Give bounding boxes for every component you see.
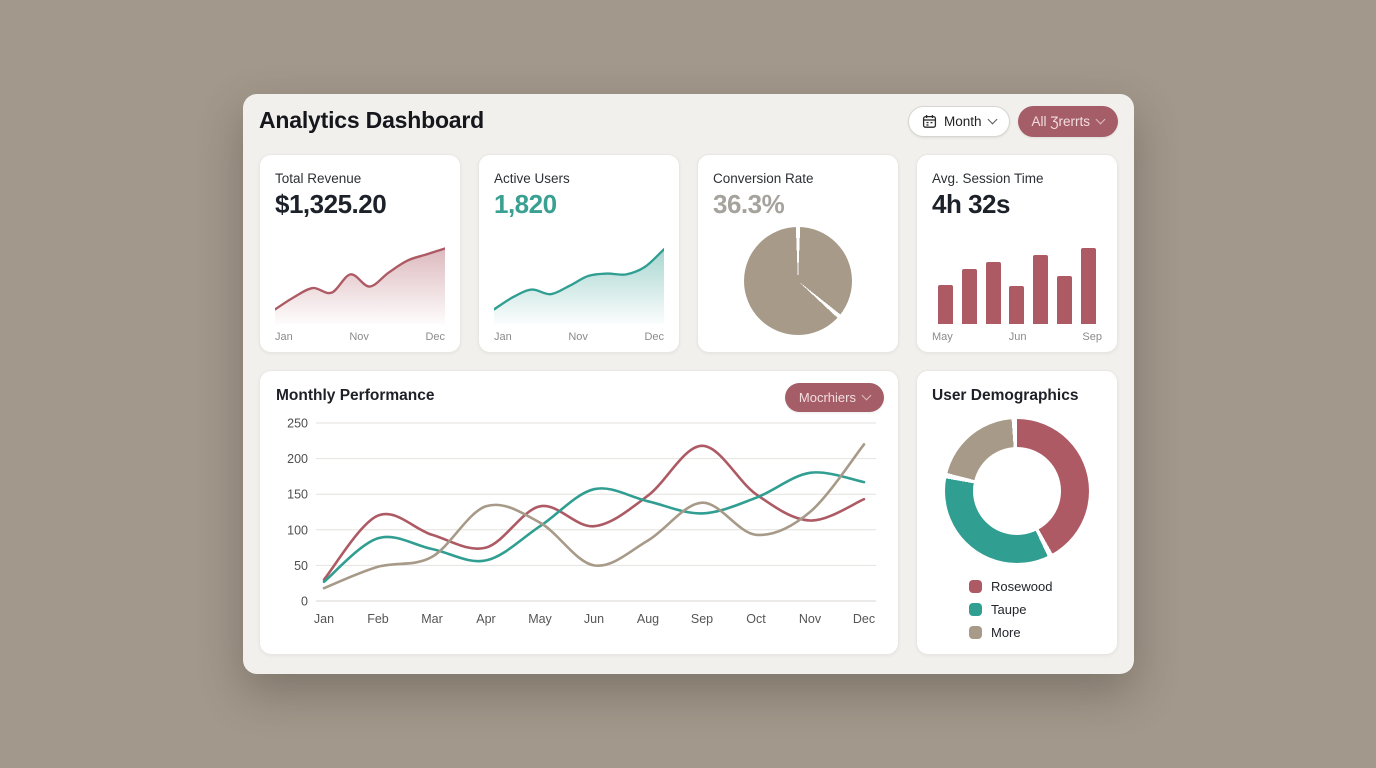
revenue-chart-x-axis: Jan Nov Dec [275,331,445,343]
dashboard-panel: Analytics Dashboard Month [243,94,1134,674]
stat-card-total-revenue: Total Revenue $1,325.20 Jan Nov Dec [259,154,461,353]
chevron-down-icon [861,390,872,401]
svg-text:150: 150 [287,488,308,502]
x-tick-label: Jan [275,331,293,343]
all-events-dropdown-button[interactable]: All Ʒrerrts [1017,106,1118,137]
svg-text:Jun: Jun [584,612,604,626]
stat-card-session-time: Avg. Session Time 4h 32s May Jun Sep [916,154,1118,353]
stat-label: Active Users [494,171,570,186]
x-tick-label: Sep [1082,331,1102,343]
svg-text:May: May [528,612,552,626]
active-users-area-chart [492,238,666,324]
svg-text:Dec: Dec [853,612,875,626]
calendar-icon [922,114,937,129]
monthly-performance-card: Monthly Performance Mocrhiers 0 50 100 150 2… [259,370,899,655]
stat-label: Conversion Rate [713,171,814,186]
months-dropdown-button[interactable]: Mocrhiers [784,383,884,412]
bar [1057,275,1073,324]
svg-text:100: 100 [287,523,308,537]
all-events-dropdown-label: All Ʒrerrts [1031,114,1091,129]
svg-text:Apr: Apr [476,612,495,626]
x-tick-label: May [932,331,953,343]
stat-value: $1,325.20 [275,189,387,219]
svg-text:Sep: Sep [691,612,713,626]
x-tick-label: Dec [425,331,445,343]
session-bar-chart [938,238,1096,324]
legend-item-more: More [969,625,1102,640]
demographics-donut-chart [945,419,1089,563]
bottom-row: Monthly Performance Mocrhiers 0 50 100 150 2… [259,370,1118,655]
demographics-title: User Demographics [932,387,1079,404]
months-dropdown-label: Mocrhiers [798,390,856,405]
x-tick-label: Jan [494,331,512,343]
svg-text:Jan: Jan [314,612,334,626]
legend-swatch-more [969,626,982,639]
stat-label: Avg. Session Time [932,171,1044,186]
stat-label: Total Revenue [275,171,362,186]
x-tick-label: Nov [349,331,369,343]
bar [1033,255,1049,324]
svg-text:Aug: Aug [637,612,659,626]
monthly-line-chart: 0 50 100 150 200 250 Jan Feb Mar Apr May Jun Aug Sep O… [287,417,876,626]
legend-label: More [991,625,1021,640]
stat-cards-row: Total Revenue $1,325.20 Jan Nov Dec Acti… [259,154,1118,353]
legend-item-taupe: Taupe [969,602,1102,617]
conversion-pie-chart [744,227,852,335]
donut-hole [973,447,1061,535]
x-tick-label: Jun [1008,331,1027,343]
legend-swatch-taupe [969,603,982,616]
bar [985,262,1001,324]
stat-value: 4h 32s [932,189,1010,219]
stat-value: 36.3% [713,189,785,219]
legend-item-rosewood: Rosewood [969,579,1102,594]
svg-text:250: 250 [287,417,308,431]
svg-text:200: 200 [287,452,308,466]
svg-text:Nov: Nov [799,612,822,626]
svg-text:Feb: Feb [367,612,389,626]
header-actions: Month All Ʒrerrts [907,106,1118,137]
legend-label: Rosewood [991,579,1053,594]
chevron-down-icon [987,114,997,125]
panel-header: Analytics Dashboard Month [259,94,1118,154]
session-chart-x-axis: May Jun Sep [932,331,1102,343]
x-tick-label: Nov [568,331,588,343]
user-demographics-card: User Demographics Rosewood Taupe More [916,370,1118,655]
bar [961,268,977,324]
svg-text:50: 50 [294,559,308,573]
revenue-area-chart [273,238,447,324]
x-tick-label: Dec [644,331,664,343]
bar [1080,248,1096,324]
bar [938,285,953,324]
stat-card-conversion-rate: Conversion Rate 36.3% [697,154,899,353]
monthly-performance-title: Monthly Performance [276,387,435,404]
page-title: Analytics Dashboard [259,107,484,133]
demographics-legend: Rosewood Taupe More [969,579,1102,640]
chevron-down-icon [1095,114,1106,125]
legend-swatch-rosewood [969,580,982,593]
month-dropdown-label: Month [943,114,982,129]
stat-card-active-users: Active Users 1,820 Jan Nov Dec [478,154,680,353]
bar [1009,286,1025,324]
active-users-chart-x-axis: Jan Nov Dec [494,331,664,343]
stat-value: 1,820 [494,189,557,219]
svg-text:Mar: Mar [421,612,443,626]
svg-text:0: 0 [301,595,308,609]
legend-label: Taupe [991,602,1027,617]
svg-text:Oct: Oct [746,612,766,626]
month-dropdown-button[interactable]: Month [907,106,1010,137]
